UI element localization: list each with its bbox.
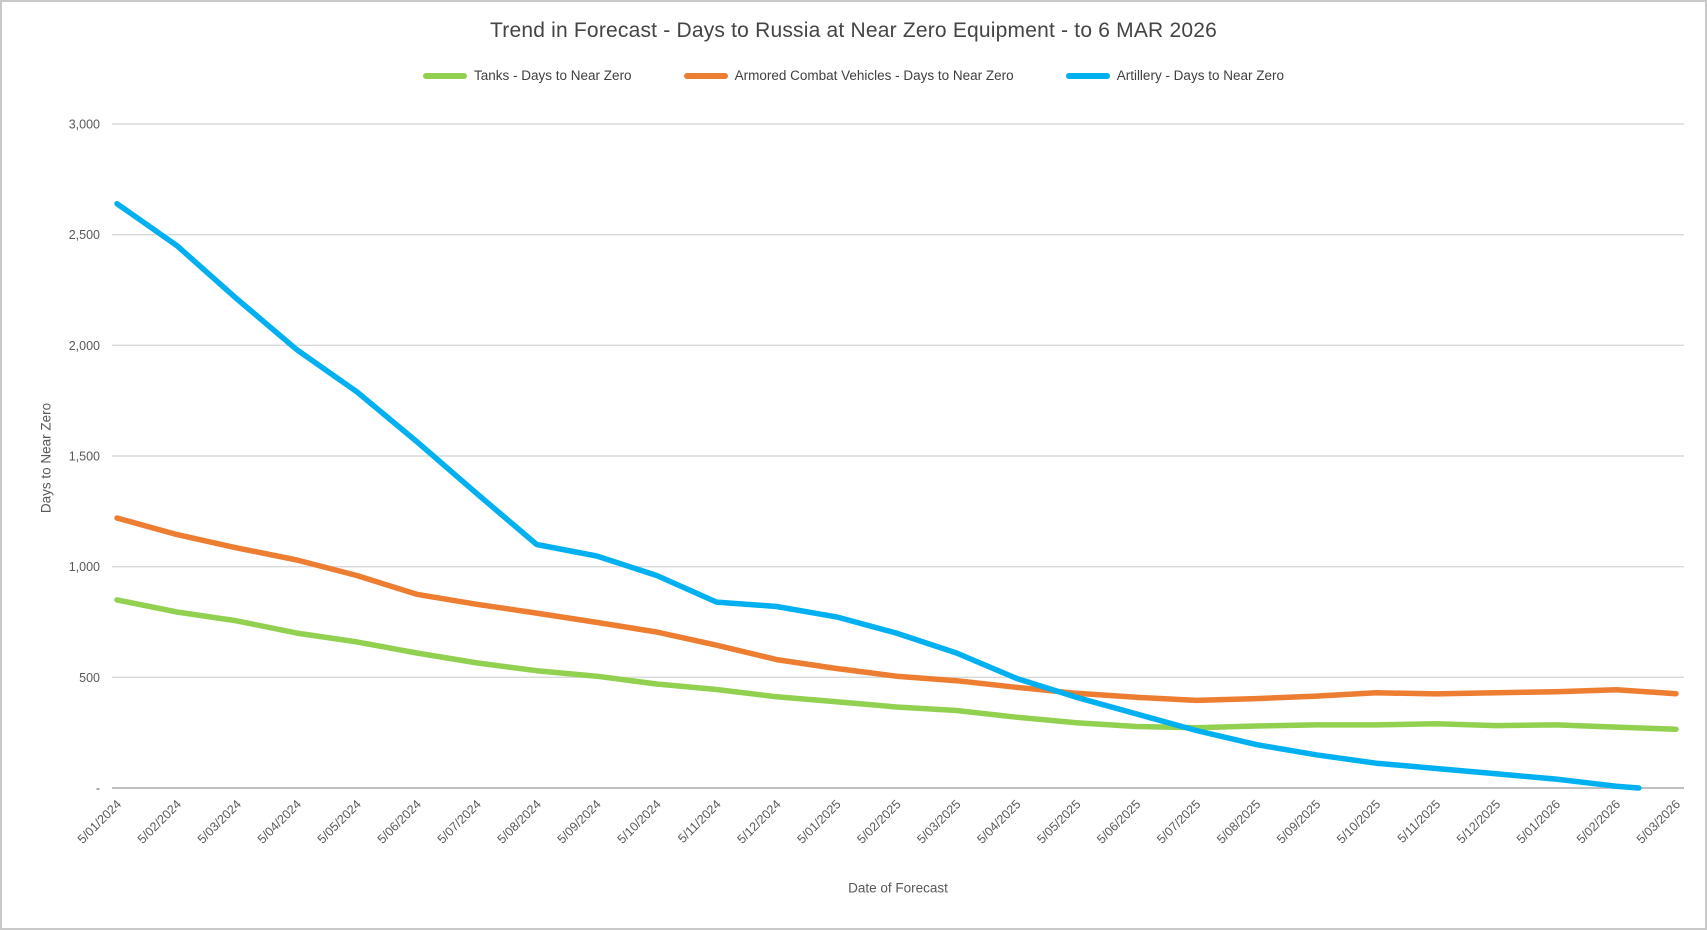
- y-tick-label: 3,000: [69, 118, 100, 132]
- x-tick-label: 5/01/2025: [794, 797, 843, 846]
- x-tick-label: 5/07/2025: [1154, 797, 1203, 846]
- x-tick-label: 5/04/2024: [255, 797, 304, 846]
- x-tick-label: 5/05/2025: [1034, 797, 1083, 846]
- x-tick-label: 5/04/2025: [974, 797, 1023, 846]
- legend-item: Artillery - Days to Near Zero: [1065, 68, 1284, 83]
- x-tick-label: 5/10/2025: [1334, 797, 1383, 846]
- y-tick-label: 1,500: [69, 450, 100, 464]
- y-tick-label: 1,000: [69, 560, 100, 574]
- legend-item: Armored Combat Vehicles - Days to Near Z…: [683, 68, 1014, 83]
- legend-item: Tanks - Days to Near Zero: [423, 68, 632, 83]
- x-axis-title: Date of Forecast: [848, 880, 948, 896]
- x-tick-label: 5/03/2026: [1634, 797, 1683, 846]
- y-tick-label: -: [96, 782, 100, 796]
- x-tick-label: 5/03/2025: [914, 797, 963, 846]
- legend-swatch-icon: [683, 72, 728, 79]
- x-tick-label: 5/02/2024: [135, 797, 184, 846]
- x-tick-label: 5/05/2024: [315, 797, 364, 846]
- legend: Tanks - Days to Near Zero Armored Combat …: [2, 68, 1705, 83]
- x-tick-label: 5/09/2025: [1274, 797, 1323, 846]
- legend-swatch-icon: [1065, 72, 1110, 79]
- x-tick-label: 5/06/2025: [1094, 797, 1143, 846]
- x-tick-label: 5/11/2025: [1395, 797, 1444, 846]
- x-tick-label: 5/03/2024: [195, 797, 244, 846]
- x-tick-label: 5/06/2024: [375, 797, 424, 846]
- y-tick-label: 2,000: [69, 339, 100, 353]
- x-tick-label: 5/11/2024: [675, 797, 724, 846]
- x-tick-label: 5/08/2024: [495, 797, 544, 846]
- x-tick-label: 5/02/2025: [854, 797, 903, 846]
- x-tick-label: 5/02/2026: [1574, 797, 1623, 846]
- y-tick-label: 500: [79, 671, 100, 685]
- x-tick-label: 5/07/2024: [435, 797, 484, 846]
- x-tick-label: 5/01/2026: [1514, 797, 1563, 846]
- series-line-tanks: [114, 597, 1679, 733]
- x-tick-label: 5/09/2024: [555, 797, 604, 846]
- legend-label: Tanks - Days to Near Zero: [474, 68, 632, 83]
- x-tick-label: 5/12/2024: [734, 797, 783, 846]
- x-tick-label: 5/10/2024: [615, 797, 664, 846]
- chart-title: Trend in Forecast - Days to Russia at Ne…: [490, 19, 1217, 42]
- y-axis-title: Days to Near Zero: [38, 402, 54, 514]
- series-line-artillery: [114, 200, 1642, 791]
- legend-swatch-icon: [423, 72, 468, 79]
- x-tick-label: 5/12/2025: [1454, 797, 1503, 846]
- legend-label: Armored Combat Vehicles - Days to Near Z…: [734, 68, 1014, 83]
- x-tick-label: 5/01/2024: [75, 797, 124, 846]
- y-tick-label: 2,500: [69, 228, 100, 242]
- series-line-armored: [114, 515, 1679, 704]
- x-tick-label: 5/08/2025: [1214, 797, 1263, 846]
- legend-label: Artillery - Days to Near Zero: [1116, 68, 1284, 83]
